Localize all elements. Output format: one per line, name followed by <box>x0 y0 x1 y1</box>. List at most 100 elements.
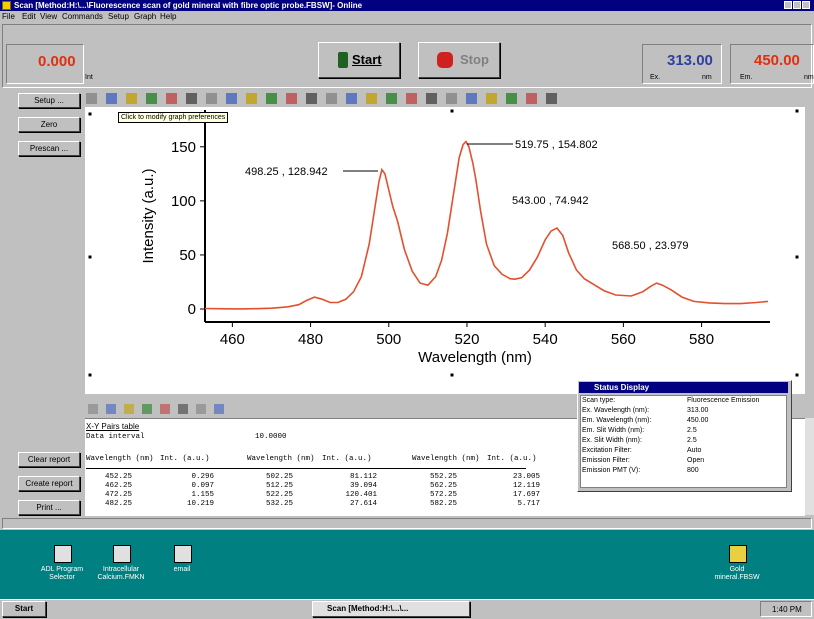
resize-handle <box>795 109 799 113</box>
intensity-unit: Int <box>85 74 93 81</box>
x-tick-label: 500 <box>376 331 401 348</box>
toolbar-icon[interactable] <box>106 93 117 104</box>
table-cell: 0.296 <box>191 473 214 481</box>
em-value: 450.00 <box>754 52 800 69</box>
stop-icon <box>437 52 453 68</box>
desktop-icon[interactable] <box>174 545 192 563</box>
toolbar-icon[interactable] <box>166 93 177 104</box>
toolbar-icon[interactable] <box>486 93 497 104</box>
menu-item[interactable]: View <box>40 12 58 21</box>
toolbar-icon[interactable] <box>306 93 317 104</box>
toolbar-icon[interactable] <box>206 93 217 104</box>
menu-item[interactable]: Edit <box>22 12 36 21</box>
table-header: Int. (a.u.) <box>160 455 210 463</box>
x-tick-label: 480 <box>298 331 323 348</box>
start-menu-button[interactable]: Start <box>2 601 46 617</box>
toolbar-icon[interactable] <box>226 93 237 104</box>
report-tool-icon[interactable] <box>160 404 170 414</box>
toolbar-icon[interactable] <box>426 93 437 104</box>
toolbar-icon[interactable] <box>86 93 97 104</box>
table-cell: 462.25 <box>105 482 133 490</box>
status-label: Emission Filter: <box>582 457 630 464</box>
start-button[interactable] <box>318 42 400 78</box>
window-control[interactable] <box>802 1 810 9</box>
resize-handle <box>450 109 454 113</box>
toolbar-icon[interactable] <box>146 93 157 104</box>
toolbar-icon[interactable] <box>346 93 357 104</box>
toolbar-icon[interactable] <box>366 93 377 104</box>
status-label: Em. Wavelength (nm): <box>582 417 652 424</box>
resize-handle <box>88 255 92 259</box>
side-button[interactable]: Prescan ... <box>18 141 80 156</box>
y-tick-label: 150 <box>171 139 196 156</box>
toolbar-icon[interactable] <box>506 93 517 104</box>
menu-item[interactable]: File <box>2 12 15 21</box>
menu-item[interactable]: Commands <box>62 12 103 21</box>
resize-handle <box>88 112 92 116</box>
toolbar-icon[interactable] <box>326 93 337 104</box>
interval-label: Data interval <box>86 433 145 441</box>
peak-annotation: 568.50 , 23.979 <box>612 240 688 252</box>
report-button[interactable]: Clear report <box>18 452 80 467</box>
clock-box <box>760 601 812 617</box>
menu-item[interactable]: Help <box>160 12 177 21</box>
status-titlebar <box>579 382 788 393</box>
em-unit: nm <box>804 74 814 81</box>
scrollbar[interactable] <box>805 418 814 515</box>
desktop-icon[interactable] <box>54 545 72 563</box>
desktop-icon[interactable] <box>729 545 747 563</box>
ex-box <box>642 44 722 84</box>
report-tool-icon[interactable] <box>196 404 206 414</box>
report-tool-icon[interactable] <box>124 404 134 414</box>
x-axis-title: Wavelength (nm) <box>418 349 532 366</box>
table-header: Int. (a.u.) <box>322 455 372 463</box>
side-button[interactable]: Zero <box>18 117 80 132</box>
table-cell: 532.25 <box>266 500 294 508</box>
table-cell: 452.25 <box>105 473 133 481</box>
menu-item[interactable]: Setup <box>108 12 129 21</box>
task-button[interactable]: Scan [Method:H:\...\... <box>312 601 470 617</box>
toolbar-icon[interactable] <box>266 93 277 104</box>
window-control[interactable] <box>784 1 792 9</box>
toolbar-icon[interactable] <box>406 93 417 104</box>
intensity-value: 0.000 <box>38 53 76 70</box>
report-tool-icon[interactable] <box>214 404 224 414</box>
status-label: Excitation Filter: <box>582 447 632 454</box>
toolbar-icon[interactable] <box>526 93 537 104</box>
start-icon <box>338 52 348 68</box>
status-value: 313.00 <box>687 407 709 414</box>
desktop-icon[interactable] <box>113 545 131 563</box>
toolbar-icon[interactable] <box>186 93 197 104</box>
x-tick-label: 540 <box>533 331 558 348</box>
table-header: Int. (a.u.) <box>487 455 537 463</box>
side-button[interactable]: Setup ... <box>18 93 80 108</box>
report-button[interactable]: Create report <box>18 476 80 491</box>
desktop <box>0 530 814 599</box>
report-button[interactable]: Print ... <box>18 500 80 515</box>
y-tick-label: 0 <box>188 301 196 318</box>
report-title: X-Y Pairs table <box>86 422 140 431</box>
report-tool-icon[interactable] <box>178 404 188 414</box>
start-label: Start <box>352 52 382 67</box>
report-tool-icon[interactable] <box>88 404 98 414</box>
stop-button[interactable] <box>418 42 500 78</box>
window-control[interactable] <box>793 1 801 9</box>
toolbar-icon[interactable] <box>386 93 397 104</box>
toolbar-icon[interactable] <box>246 93 257 104</box>
report-tool-icon[interactable] <box>142 404 152 414</box>
toolbar-icon[interactable] <box>126 93 137 104</box>
toolbar-icon[interactable] <box>546 93 557 104</box>
resize-handle <box>795 255 799 259</box>
ex-unit: nm <box>702 74 712 81</box>
clock: 1:40 PM <box>772 605 802 614</box>
toolbar-icon[interactable] <box>286 93 297 104</box>
menu-item[interactable]: Graph <box>134 12 157 21</box>
y-axis-title: Intensity (a.u.) <box>140 168 157 263</box>
table-cell: 10.219 <box>186 500 214 508</box>
interval-value: 10.0000 <box>255 433 287 441</box>
toolbar-icon[interactable] <box>446 93 457 104</box>
toolbar-icon[interactable] <box>466 93 477 104</box>
spectrum-line <box>204 140 769 310</box>
x-tick-label: 520 <box>454 331 479 348</box>
report-tool-icon[interactable] <box>106 404 116 414</box>
